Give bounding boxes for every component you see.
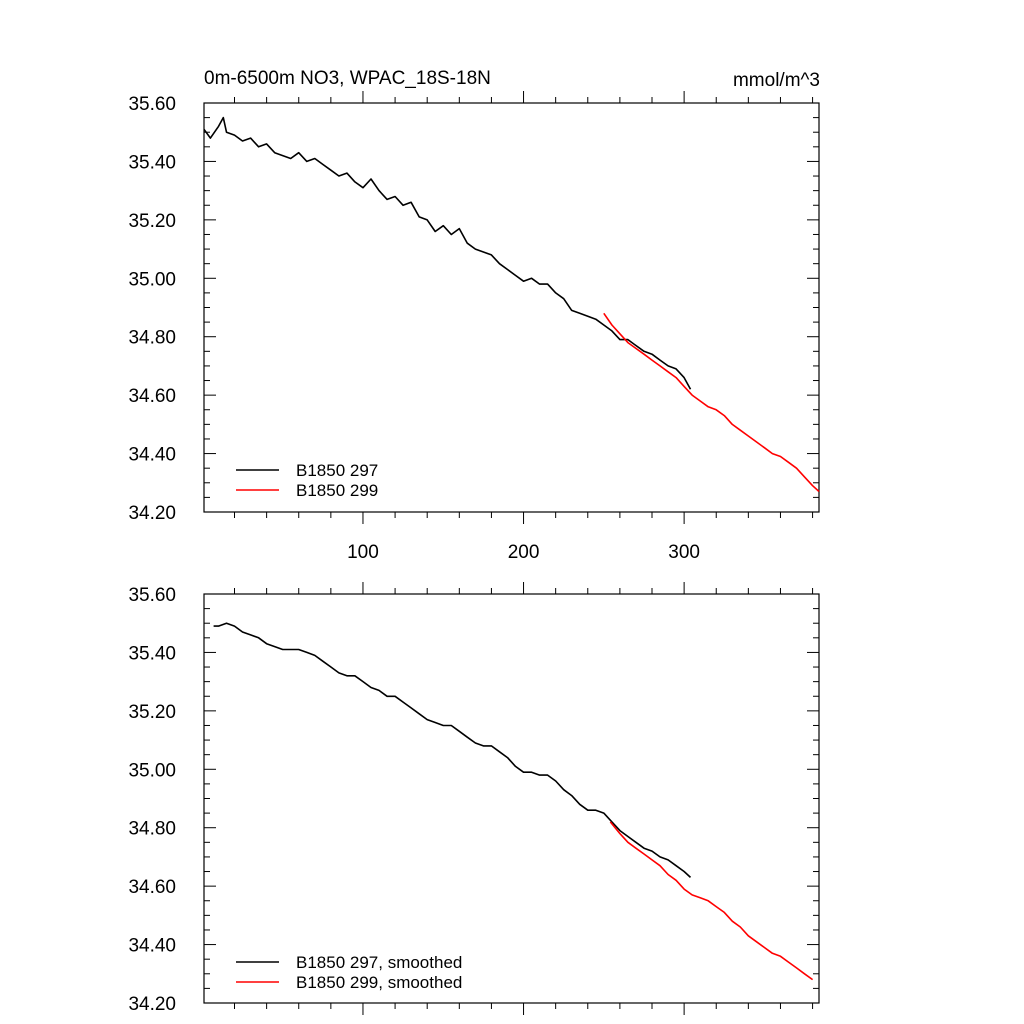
axes-top: 34.20 34.40 34.60 34.80 35.00 35.20 35.40 35.60… <box>128 91 819 563</box>
y-tick-label: 35.60 <box>128 585 176 606</box>
x-tick-label: 100 <box>347 542 379 563</box>
series-line-red <box>603 312 820 493</box>
axes-bottom: 34.20 34.40 34.60 34.80 35.00 35.20 35.40 35.60 <box>128 582 819 1015</box>
y-tick-label: 34.80 <box>128 819 176 840</box>
series-line-black <box>213 622 692 878</box>
y-tick-label: 35.40 <box>128 643 176 664</box>
units-label: mmol/m^3 <box>733 70 820 91</box>
y-tick-label: 35.40 <box>128 152 176 173</box>
y-tick-label: 35.00 <box>128 269 176 290</box>
x-tick-label: 300 <box>668 542 700 563</box>
plot-frame-top <box>203 102 820 513</box>
y-tick-label: 34.60 <box>128 386 176 407</box>
y-tick-label: 35.60 <box>128 94 176 115</box>
legend-label: B1850 299 <box>296 481 378 500</box>
series-line-black <box>203 116 692 390</box>
legend-label: B1850 297, smoothed <box>296 953 462 972</box>
legend-label: B1850 299, smoothed <box>296 973 462 992</box>
bottom-panel: 34.20 34.40 34.60 34.80 35.00 35.20 35.40 35.60… <box>128 582 820 1015</box>
y-tick-label: 34.40 <box>128 445 176 466</box>
series-line-red <box>609 821 814 981</box>
x-tick-label: 200 <box>508 542 540 563</box>
chart-title: 0m-6500m NO3, WPAC_18S-18N <box>204 68 491 89</box>
series-layer-bottom <box>213 622 814 981</box>
y-tick-label: 34.40 <box>128 936 176 957</box>
legend-label: B1850 297 <box>296 461 378 480</box>
y-tick-label: 34.20 <box>128 503 176 524</box>
y-tick-label: 35.20 <box>128 211 176 232</box>
y-tick-label: 35.00 <box>128 760 176 781</box>
y-tick-label: 34.20 <box>128 994 176 1015</box>
plot-frame-bottom <box>203 593 820 1004</box>
series-layer-top <box>203 116 820 493</box>
y-tick-label: 35.20 <box>128 702 176 723</box>
y-tick-label: 34.60 <box>128 877 176 898</box>
y-tick-label: 34.80 <box>128 328 176 349</box>
top-panel: 0m-6500m NO3, WPAC_18S-18N mmol/m^3 34.2… <box>128 68 820 563</box>
